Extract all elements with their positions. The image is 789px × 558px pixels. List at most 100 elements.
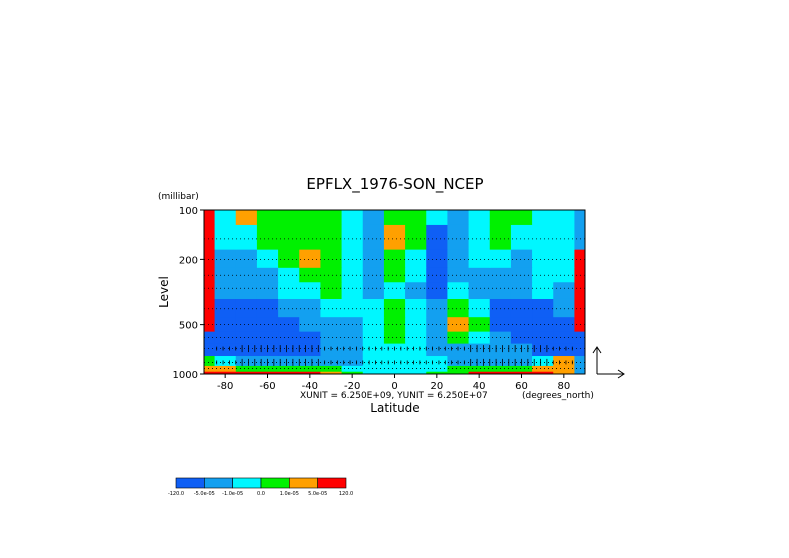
- contour-cell: [299, 371, 321, 375]
- contour-cell: [489, 281, 512, 299]
- contour-cell: [214, 298, 237, 318]
- x-tick-label: 80: [557, 381, 570, 392]
- contour-cell: [468, 316, 491, 332]
- contour-cell: [510, 365, 533, 372]
- contour-cell: [278, 355, 300, 366]
- contour-cell: [341, 249, 364, 268]
- contour-cell: [235, 224, 258, 250]
- contour-cell: [489, 355, 512, 366]
- contour-cell: [426, 371, 448, 375]
- contour-cell: [256, 316, 279, 332]
- contour-cell: [320, 210, 343, 225]
- contour-cell: [468, 267, 491, 283]
- contour-cell: [468, 298, 491, 318]
- contour-cell: [320, 267, 343, 283]
- contour-cell: [574, 224, 586, 250]
- contour-cell: [204, 224, 216, 250]
- contour-cell: [320, 281, 343, 299]
- contour-cell: [574, 371, 586, 375]
- contour-cell: [341, 371, 364, 375]
- colorbar-swatch: [289, 477, 318, 489]
- contour-cell: [362, 281, 385, 299]
- contour-cell: [447, 267, 470, 283]
- contour-cell: [510, 316, 533, 332]
- contour-cell: [405, 343, 427, 357]
- contour-cell: [320, 224, 343, 250]
- contour-cell: [204, 298, 216, 318]
- contour-cell: [405, 281, 427, 299]
- contour-cell: [447, 224, 470, 250]
- contour-cell: [362, 249, 385, 268]
- contour-cell: [510, 281, 533, 299]
- contour-cell: [574, 365, 586, 372]
- contour-cell: [299, 267, 321, 283]
- colorbar-labels: -120.0 -5.0e-05 -1.0e-05 0.0 1.0e-05 5.0e-05 1…: [168, 491, 353, 497]
- colorbar-label: 5.0e-05: [308, 491, 327, 497]
- contour-cell: [426, 298, 448, 318]
- contour-cell: [341, 210, 364, 225]
- y-tick-label: 200: [179, 255, 198, 266]
- y-tick-label: 1000: [173, 370, 198, 381]
- contour-cell: [235, 281, 258, 299]
- contour-cell: [447, 316, 470, 332]
- contour-cell: [204, 281, 216, 299]
- contour-cell: [447, 298, 470, 318]
- x-tick-label: 0: [391, 381, 397, 392]
- contour-cell: [426, 249, 448, 268]
- x-axis-ticks: -80 -60 -40 -20 0 20 40 60 80: [217, 374, 570, 392]
- contour-cell: [405, 210, 427, 225]
- contour-cell: [256, 210, 279, 225]
- contour-cell: [320, 316, 343, 332]
- contour-cell: [405, 224, 427, 250]
- contour-cell: [278, 267, 300, 283]
- contour-cell: [532, 249, 554, 268]
- contour-cell: [553, 343, 575, 357]
- chart-title: EPFLX_1976-SON_NCEP: [306, 175, 483, 194]
- contour-cell: [362, 331, 385, 344]
- y-axis-ticks: 100 200 500 1000: [173, 206, 204, 381]
- contour-cell: [299, 331, 321, 344]
- contour-cell: [405, 267, 427, 283]
- contour-cell: [553, 371, 575, 375]
- contour-cell: [426, 267, 448, 283]
- contour-cell: [362, 210, 385, 225]
- contour-cell: [299, 355, 321, 366]
- contour-cell: [299, 316, 321, 332]
- contour-cell: [489, 249, 512, 268]
- contour-cell: [553, 298, 575, 318]
- contour-cell: [574, 281, 586, 299]
- colorbar-label: 0.0: [257, 491, 265, 497]
- contour-cell: [320, 298, 343, 318]
- contour-cell: [299, 365, 321, 372]
- colorbar-swatch: [317, 477, 347, 489]
- contour-cell: [489, 224, 512, 250]
- contour-cell: [278, 210, 300, 225]
- contour-cell: [426, 343, 448, 357]
- x-unit-label: (degrees_north): [522, 391, 594, 401]
- contour-cell: [447, 331, 470, 344]
- contour-cell: [447, 210, 470, 225]
- contour-cell: [320, 249, 343, 268]
- colorbar-label: 120.0: [339, 491, 353, 497]
- contour-cell: [341, 343, 364, 357]
- contour-cell: [447, 249, 470, 268]
- contour-cell: [532, 267, 554, 283]
- contour-cell: [405, 365, 427, 372]
- contour-cell: [278, 281, 300, 299]
- contour-cell: [383, 316, 406, 332]
- contour-cell: [362, 355, 385, 366]
- contour-cell: [383, 298, 406, 318]
- contour-cell: [235, 365, 258, 372]
- x-tick-label: 60: [515, 381, 528, 392]
- contour-cell: [362, 316, 385, 332]
- contour-cell: [235, 210, 258, 225]
- contour-cell: [468, 224, 491, 250]
- contour-cell: [235, 371, 258, 375]
- contour-cell: [532, 298, 554, 318]
- contour-cell: [299, 249, 321, 268]
- contour-cell: [553, 355, 575, 366]
- contour-cell: [383, 224, 406, 250]
- contour-cell: [204, 267, 216, 283]
- contour-cell: [214, 365, 237, 372]
